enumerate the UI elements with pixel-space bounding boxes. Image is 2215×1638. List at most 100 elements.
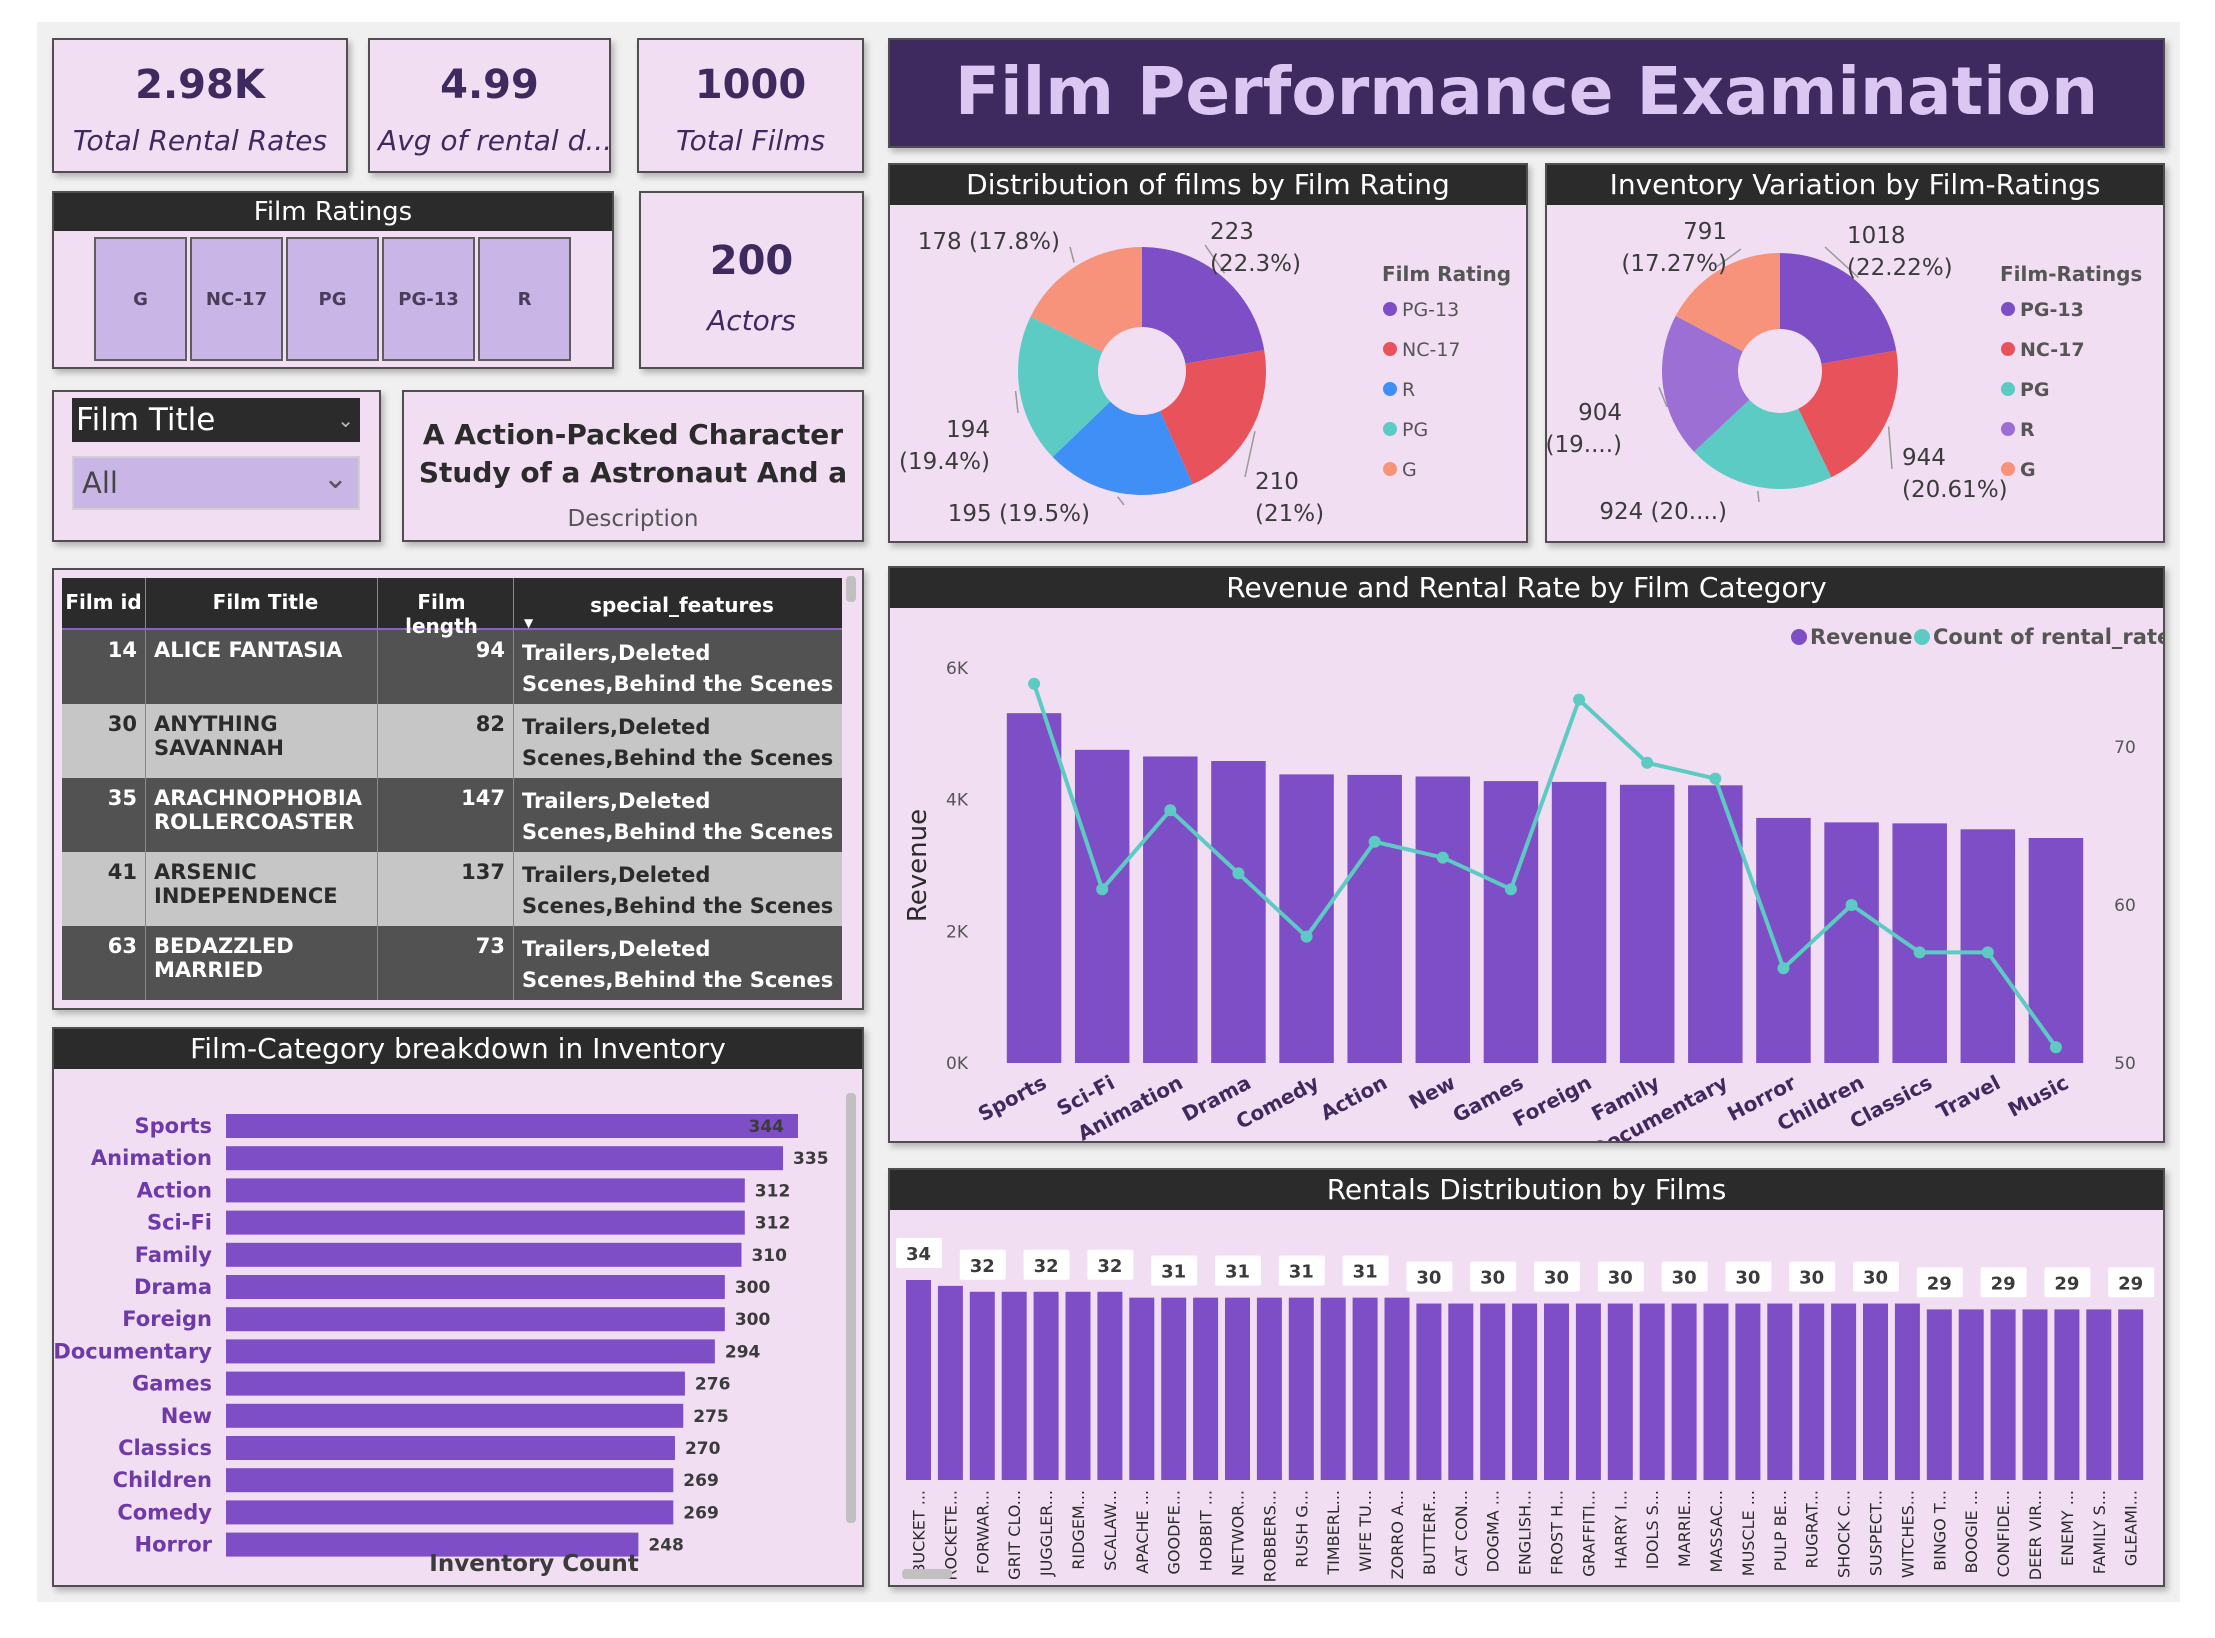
kpi-value: 200 <box>709 238 794 284</box>
rental-bar <box>2086 1309 2112 1480</box>
pie-slice-nc-17 <box>1798 350 1898 478</box>
film-table: Film id Film Title Film length special_f… <box>52 568 864 1010</box>
x-tick-label: GOODFE... <box>1165 1490 1184 1574</box>
x-tick-label: Action <box>1316 1070 1391 1125</box>
data-label-bg <box>2044 1267 2091 1298</box>
data-label: 248 <box>648 1536 684 1556</box>
table-row[interactable]: 41 ARSENIC INDEPENDENCE 137 Trailers,Delete… <box>62 852 842 926</box>
data-label: 31 <box>1225 1262 1250 1283</box>
legend-dot <box>1383 422 1397 436</box>
table-row[interactable]: 30 ANYTHING SAVANNAH 82 Trailers,Deleted Sc… <box>62 704 842 778</box>
data-label-bg <box>1278 1255 1325 1286</box>
kpi-label: Total Films <box>675 124 826 157</box>
revenue-bar <box>1960 829 2016 1063</box>
category-label: Classics <box>118 1436 212 1460</box>
data-label-bg <box>1215 1255 1261 1286</box>
rating-button-pg[interactable]: PG <box>286 237 379 361</box>
chart-title: Inventory Variation by Film-Ratings <box>1547 165 2163 205</box>
table-row[interactable]: 63 BEDAZZLED MARRIED 73 Trailers,Deleted Sc… <box>62 926 842 1000</box>
leader-line <box>1716 248 1742 268</box>
x-tick-label: Music <box>2004 1070 2072 1122</box>
x-tick-label: ROBBERS... <box>1260 1490 1279 1582</box>
legend-title: Film-Ratings <box>2000 262 2142 286</box>
data-label-bg <box>1853 1261 1899 1292</box>
revenue-rental-chart: Revenue and Rental Rate by Film Category… <box>888 566 2165 1143</box>
kpi-avg-rental-duration[interactable]: 4.99 Avg of rental d... <box>368 38 611 173</box>
cell-special-features: Trailers,Deleted Scenes,Behind the Scene… <box>522 641 834 696</box>
inventory-bar <box>226 1339 715 1364</box>
data-label-bg <box>1597 1261 1644 1292</box>
cell-film-id: 35 <box>62 778 146 852</box>
rental-bar <box>1958 1309 1984 1480</box>
legend-dot <box>2001 302 2015 316</box>
slice-label-percent: (22.22%) <box>1847 255 1953 281</box>
table-row[interactable]: 14 ALICE FANTASIA 94 Trailers,Deleted Scene… <box>62 630 842 704</box>
data-label: 269 <box>683 1471 719 1491</box>
category-label: Comedy <box>117 1500 212 1524</box>
pie-chart-inventory-rating: Inventory Variation by Film-Ratings 1018… <box>1545 163 2165 543</box>
leader-line <box>1757 490 1760 503</box>
kpi-total-rental-rates[interactable]: 2.98K Total Rental Rates <box>52 38 348 173</box>
rating-button-r[interactable]: R <box>478 237 571 361</box>
rental-bar <box>1863 1303 1888 1480</box>
x-tick-label: ENGLISH... <box>1516 1490 1535 1575</box>
slice-label-value: 223 <box>1210 219 1254 245</box>
x-tick-label: BUTTERF... <box>1420 1490 1439 1575</box>
rating-button-g[interactable]: G <box>94 237 187 361</box>
x-tick-label: WITCHES... <box>1898 1490 1917 1578</box>
horizontal-bar-chart[interactable]: Sports 344 Animation 335 Action 312 Sci-Fi 312 F… <box>54 1071 862 1585</box>
data-label-bg <box>1470 1261 1517 1292</box>
x-tick-label: GRIT CLO... <box>1005 1490 1024 1580</box>
rental-rate-point <box>1232 867 1245 880</box>
slice-label-percent: (20.61%) <box>1902 477 2008 503</box>
column-header-film-id[interactable]: Film id <box>62 578 146 628</box>
data-label-bg <box>1406 1261 1453 1292</box>
inventory-bar <box>226 1242 742 1267</box>
inventory-bar <box>226 1468 674 1493</box>
legend-label-nc-17: NC-17 <box>2020 339 2085 361</box>
rating-button-pg13[interactable]: PG-13 <box>382 237 475 361</box>
cell-film-title: ARACHNOPHOBIA ROLLERCOASTER <box>146 778 378 852</box>
revenue-bar <box>2028 837 2084 1063</box>
horizontal-scrollbar[interactable] <box>902 1569 952 1579</box>
kpi-value: 2.98K <box>135 62 265 108</box>
legend-dot <box>2001 342 2015 356</box>
vertical-bar-chart[interactable]: 34 BUCKET ... ROCKETE... 32 FORWAR... GRIT CL… <box>890 1212 2163 1585</box>
slice-label: 194 (19.4%) <box>899 417 990 475</box>
chart-scrollbar[interactable] <box>846 1093 856 1523</box>
film-title-slicer: Film Title ⌄ All ⌄ <box>52 390 381 542</box>
cell-special-features: Trailers,Deleted Scenes,Behind the Scene… <box>522 863 834 918</box>
column-header-film-title[interactable]: Film Title <box>146 578 378 628</box>
inventory-bar <box>226 1371 685 1396</box>
kpi-total-films[interactable]: 1000 Total Films <box>637 38 864 173</box>
film-title-dropdown[interactable]: All ⌄ <box>72 456 360 510</box>
x-tick-label: TIMBERL... <box>1324 1490 1343 1576</box>
kpi-actors[interactable]: 200 Actors <box>639 191 864 369</box>
kpi-label: Actors <box>707 304 796 337</box>
table-scrollbar[interactable] <box>846 576 856 602</box>
rental-bar <box>1607 1303 1633 1480</box>
cell-film-length: 82 <box>378 704 514 778</box>
x-tick-label: WIFE TU... <box>1356 1490 1375 1572</box>
data-label: 29 <box>1991 1273 2016 1294</box>
chevron-down-icon[interactable]: ⌄ <box>337 408 354 432</box>
pie-slice-pg-13 <box>1142 247 1265 364</box>
y-tick-label: 2K <box>946 922 969 942</box>
rental-bar <box>1480 1303 1506 1480</box>
legend-dot <box>1383 382 1397 396</box>
x-tick-label: ENEMY ... <box>2058 1490 2077 1566</box>
x-tick-label: ROCKETE... <box>941 1490 960 1581</box>
table-body: 14 ALICE FANTASIA 94 Trailers,Deleted Scene… <box>62 630 842 1000</box>
column-header-film-length[interactable]: Film length <box>378 578 514 638</box>
pie-chart[interactable]: 1018 (22.22%) 944 (20.61%) 924 (20....) 904 (1… <box>1547 207 2165 543</box>
column-header-special-features[interactable]: special_features ▼ <box>514 578 842 630</box>
data-label: 31 <box>1353 1262 1378 1283</box>
rental-bar <box>1384 1297 1410 1480</box>
rating-button-nc17[interactable]: NC-17 <box>190 237 283 361</box>
data-label-bg <box>1661 1261 1708 1292</box>
inventory-bar <box>226 1403 684 1428</box>
table-row[interactable]: 35 ARACHNOPHOBIA ROLLERCOASTER 147 Trailers… <box>62 778 842 852</box>
legend-label-revenue: Revenue <box>1810 625 1913 649</box>
pie-chart[interactable]: 223 (22.3%)210 (21%)195 (19.5%)194 (19.4%)1… <box>890 207 1528 543</box>
